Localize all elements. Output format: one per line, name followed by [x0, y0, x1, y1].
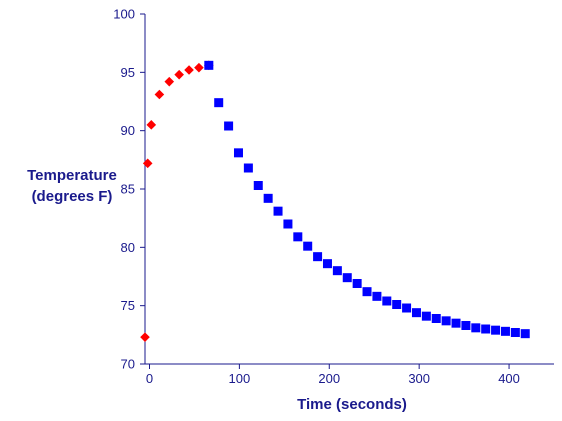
data-point-square	[352, 279, 362, 288]
data-point-diamond	[184, 65, 194, 75]
x-axis-title: Time (seconds)	[297, 396, 407, 413]
data-point-square	[362, 287, 372, 297]
data-point-square	[441, 316, 451, 326]
data-point-square	[491, 325, 501, 335]
x-tick-label: 0	[146, 371, 153, 386]
y-tick-label: 85	[121, 182, 135, 197]
y-axis-title-line-2: (degrees F)	[32, 188, 113, 205]
data-point-diamond	[174, 69, 184, 80]
data-point-square	[421, 311, 431, 321]
data-point-square	[293, 232, 303, 242]
data-point-diamond	[140, 332, 150, 342]
data-point-square	[313, 252, 323, 262]
data-point-square	[303, 241, 313, 251]
data-point-diamond	[146, 120, 157, 130]
data-point-square	[481, 324, 491, 334]
y-tick-label: 95	[121, 65, 135, 80]
y-tick-label: 75	[121, 298, 135, 313]
x-tick-label: 100	[229, 371, 251, 386]
data-point-square	[224, 121, 234, 131]
data-point-square	[382, 296, 392, 306]
data-point-diamond	[142, 158, 153, 169]
data-point-square	[520, 329, 530, 339]
data-point-square	[263, 193, 273, 203]
data-point-square	[322, 259, 332, 269]
ticks: 70 75 80 85 90 95 100 0 100 200 300 400	[113, 7, 520, 387]
data-point-square	[510, 328, 520, 337]
data-point-square	[283, 219, 293, 229]
y-tick-label: 70	[121, 357, 135, 372]
data-point-diamond	[164, 76, 175, 87]
data-point-square	[500, 326, 510, 336]
x-tick-label: 400	[498, 371, 520, 386]
x-tick-label: 200	[318, 371, 340, 386]
data-point-square	[411, 308, 421, 318]
data-point-square	[372, 291, 382, 301]
data-point-square	[233, 148, 243, 158]
data-marks	[140, 60, 530, 342]
data-point-square	[253, 181, 263, 190]
y-tick-label: 100	[113, 7, 135, 22]
data-point-square	[461, 321, 471, 330]
data-point-square	[402, 303, 412, 313]
data-point-square	[273, 206, 283, 216]
data-point-square	[471, 323, 481, 333]
data-point-square	[342, 273, 352, 283]
data-point-square	[431, 314, 441, 323]
y-tick-label: 90	[121, 123, 135, 138]
data-point-square	[332, 266, 342, 276]
data-point-square	[243, 163, 253, 173]
data-point-square	[214, 98, 224, 108]
data-point-diamond	[154, 89, 165, 100]
data-point-square	[392, 300, 402, 309]
y-axis-title-line-1: Temperature	[27, 167, 117, 184]
y-tick-label: 80	[121, 240, 135, 255]
data-point-square	[451, 318, 461, 328]
x-tick-label: 300	[408, 371, 430, 386]
data-point-square	[204, 60, 214, 70]
data-point-diamond	[194, 62, 204, 73]
